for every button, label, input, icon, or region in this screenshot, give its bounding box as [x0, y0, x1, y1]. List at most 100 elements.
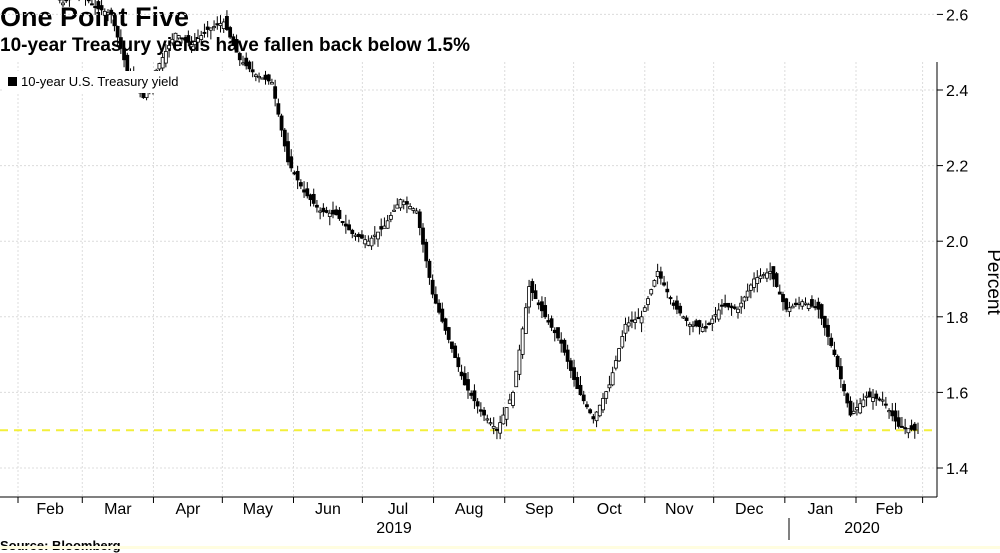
candle-body: [454, 346, 457, 358]
candle-body: [161, 57, 164, 67]
candle-body: [190, 45, 193, 47]
candle-body: [107, 13, 110, 15]
candle-body: [412, 209, 415, 211]
y-axis-label: Percent: [983, 249, 1000, 315]
candle-body: [168, 45, 171, 48]
legend-swatch: [8, 77, 17, 86]
candle-body: [852, 411, 855, 413]
candle-body: [280, 116, 283, 130]
x-tick-label: Mar: [104, 501, 132, 518]
candle-body: [589, 410, 592, 413]
candle-body: [434, 295, 437, 304]
candle-body: [344, 224, 347, 226]
candle-body: [261, 78, 264, 79]
candle-body: [341, 221, 344, 222]
candle-body: [103, 11, 106, 15]
candle-body: [184, 39, 187, 41]
candle-body: [158, 64, 161, 69]
candle-body: [521, 329, 524, 354]
candle-body: [560, 340, 563, 343]
candle-body: [650, 290, 653, 294]
candle-body: [881, 400, 884, 401]
candle-body: [843, 384, 846, 391]
candle-body: [296, 171, 299, 180]
candle-body: [225, 16, 228, 29]
x-tick-label: Aug: [455, 501, 483, 518]
candle-body: [277, 104, 280, 115]
candle-body: [708, 323, 711, 324]
candle-body: [859, 404, 862, 413]
candle-body: [907, 429, 910, 433]
candle-body: [338, 210, 341, 218]
candle-body: [875, 394, 878, 398]
candle-body: [193, 42, 196, 45]
candle-body: [621, 336, 624, 347]
candle-body: [450, 342, 453, 349]
candle-body: [418, 212, 421, 228]
candle-body: [328, 213, 331, 216]
candle-body: [367, 241, 370, 245]
candle-body: [206, 27, 209, 30]
candle-body: [775, 274, 778, 287]
candle-body: [508, 400, 511, 403]
candle-body: [550, 319, 553, 328]
candle-body: [640, 317, 643, 323]
candle-body: [698, 321, 701, 327]
candle-body: [479, 410, 482, 412]
candle-body: [287, 142, 290, 162]
candle-body: [94, 6, 97, 7]
candle-body: [900, 426, 903, 427]
candle-body: [740, 303, 743, 307]
y-tick-label: 1.4: [946, 461, 968, 478]
candle-body: [357, 234, 360, 236]
candle-body: [254, 75, 257, 77]
candle-body: [483, 410, 486, 415]
candle-body: [383, 226, 386, 228]
candle-body: [312, 194, 315, 203]
candle-body: [598, 405, 601, 415]
candle-body: [431, 280, 434, 294]
candle-body: [219, 23, 222, 25]
candle-body: [637, 317, 640, 318]
candle-body: [701, 327, 704, 331]
candle-body: [765, 273, 768, 278]
x-tick-label: Dec: [735, 501, 763, 518]
candle-body: [97, 2, 100, 9]
candle-body: [711, 319, 714, 323]
candle-body: [769, 271, 772, 273]
candle-body: [470, 393, 473, 395]
y-tick-label: 2.0: [946, 234, 968, 251]
candle-body: [772, 267, 775, 279]
candle-body: [309, 195, 312, 200]
candle-body: [428, 261, 431, 277]
candle-body: [116, 26, 119, 37]
candle-body: [759, 276, 762, 279]
candle-body: [492, 426, 495, 428]
candle-body: [679, 306, 682, 313]
candle-body: [839, 367, 842, 379]
yield-series: [17, 0, 919, 439]
candle-body: [894, 411, 897, 421]
candle-body: [672, 303, 675, 305]
candle-body: [164, 51, 167, 63]
candle-body: [248, 62, 251, 69]
candle-body: [669, 297, 672, 298]
y-tick-label: 1.6: [946, 385, 968, 402]
candle-body: [904, 428, 907, 429]
candle-body: [200, 36, 203, 40]
candle-body: [238, 53, 241, 59]
candle-body: [830, 338, 833, 345]
candle-body: [878, 399, 881, 400]
candle-body: [386, 221, 389, 228]
candle-body: [884, 404, 887, 405]
candle-body: [409, 206, 412, 208]
candle-body: [714, 315, 717, 317]
candle-body: [213, 26, 216, 27]
x-tick-label: Oct: [597, 501, 622, 518]
candle-body: [65, 0, 68, 1]
candle-body: [438, 303, 441, 312]
candle-body: [653, 281, 656, 287]
candle-body: [90, 4, 93, 5]
